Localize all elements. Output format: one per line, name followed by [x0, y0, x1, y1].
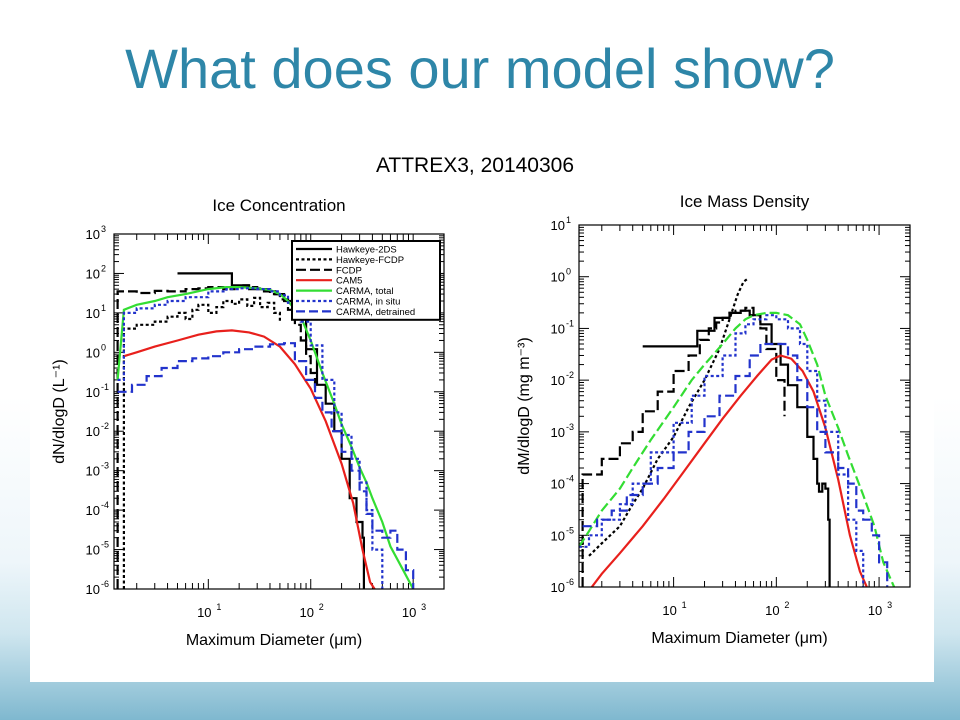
series-line — [117, 287, 384, 589]
legend-label: Hawkeye-FCDP — [336, 255, 404, 266]
legend-label: CARMA, in situ — [336, 297, 400, 308]
x-tick-exponent: 3 — [887, 600, 892, 610]
y-tick-exponent: 1 — [566, 215, 571, 225]
y-tick-exponent: -6 — [566, 577, 574, 587]
y-tick-label: 10 — [86, 227, 100, 242]
y-tick-exponent: -3 — [101, 461, 109, 471]
y-tick-exponent: -2 — [101, 421, 109, 431]
y-tick-exponent: -1 — [566, 318, 574, 328]
slide-title: What does our model show? — [125, 37, 835, 100]
plot-frame — [113, 233, 445, 590]
x-tick-exponent: 3 — [421, 602, 426, 612]
x-tick-label: 10 — [197, 605, 211, 620]
y-tick-label: 10 — [86, 306, 100, 321]
y-tick-label: 10 — [86, 345, 100, 360]
series-line — [579, 311, 896, 587]
chart-title: Ice Concentration — [212, 196, 345, 215]
y-tick-label: 10 — [551, 477, 565, 492]
series-line — [581, 306, 786, 587]
y-tick-label: 10 — [86, 385, 100, 400]
series-line — [116, 286, 415, 589]
y-tick-label: 10 — [86, 266, 100, 281]
y-tick-label: 10 — [551, 425, 565, 440]
series-line — [122, 296, 281, 589]
series-line — [642, 309, 831, 587]
x-tick-exponent: 2 — [319, 602, 324, 612]
x-tick-exponent: 1 — [682, 600, 687, 610]
series-line — [117, 342, 415, 589]
series-line — [588, 278, 748, 557]
y-tick-exponent: 3 — [101, 224, 106, 234]
y-tick-label: 10 — [551, 373, 565, 388]
series-line — [123, 329, 376, 589]
y-axis-label: dN/dlogD (L⁻¹) — [51, 359, 68, 463]
series-line — [116, 284, 317, 589]
y-tick-exponent: -4 — [101, 500, 109, 510]
x-axis-label: Maximum Diameter (μm) — [651, 630, 827, 647]
legend-label: CAM5 — [336, 276, 362, 287]
x-tick-label: 10 — [300, 605, 314, 620]
y-tick-exponent: 2 — [101, 263, 106, 273]
y-tick-label: 10 — [86, 543, 100, 558]
figure-title: ATTREX3, 20140306 — [376, 154, 574, 177]
y-tick-label: 10 — [551, 218, 565, 233]
y-tick-exponent: -6 — [101, 579, 109, 589]
x-axis-label: Maximum Diameter (μm) — [186, 632, 362, 649]
legend-label: FCDP — [336, 265, 362, 276]
y-tick-label: 10 — [86, 503, 100, 518]
y-tick-exponent: -2 — [566, 370, 574, 380]
x-tick-label: 10 — [868, 603, 882, 618]
x-tick-label: 10 — [402, 605, 416, 620]
x-tick-label: 10 — [765, 603, 779, 618]
x-tick-exponent: 1 — [216, 602, 221, 612]
y-tick-label: 10 — [551, 321, 565, 336]
y-tick-exponent: -5 — [101, 540, 109, 550]
chart-title: Ice Mass Density — [680, 192, 810, 211]
figure-panel: ATTREX3, 20140306 Ice Concentration 10 1 10… — [30, 137, 934, 682]
y-tick-label: 10 — [86, 424, 100, 439]
legend-label: Hawkeye-2DS — [336, 245, 397, 256]
y-tick-label: 10 — [551, 270, 565, 285]
y-tick-exponent: 0 — [101, 342, 106, 352]
y-axis-label: dM/dlogD (mg m⁻³) — [516, 337, 533, 474]
y-tick-exponent: -1 — [101, 382, 109, 392]
series-group — [579, 278, 896, 587]
y-tick-label: 10 — [551, 580, 565, 595]
legend-label: CARMA, total — [336, 286, 394, 297]
y-tick-exponent: -3 — [566, 422, 574, 432]
y-tick-label: 10 — [86, 582, 100, 597]
x-tick-label: 10 — [662, 603, 676, 618]
y-tick-exponent: -5 — [566, 525, 574, 535]
y-tick-label: 10 — [86, 464, 100, 479]
y-tick-label: 10 — [551, 528, 565, 543]
legend-label: CARMA, detrained — [336, 307, 415, 318]
series-line — [579, 314, 865, 587]
series-line — [590, 354, 868, 587]
y-tick-exponent: -4 — [566, 474, 574, 484]
x-tick-exponent: 2 — [784, 600, 789, 610]
plot-frame — [578, 224, 911, 588]
y-tick-exponent: 0 — [566, 267, 571, 277]
y-tick-exponent: 1 — [101, 303, 106, 313]
series-line — [582, 342, 889, 587]
